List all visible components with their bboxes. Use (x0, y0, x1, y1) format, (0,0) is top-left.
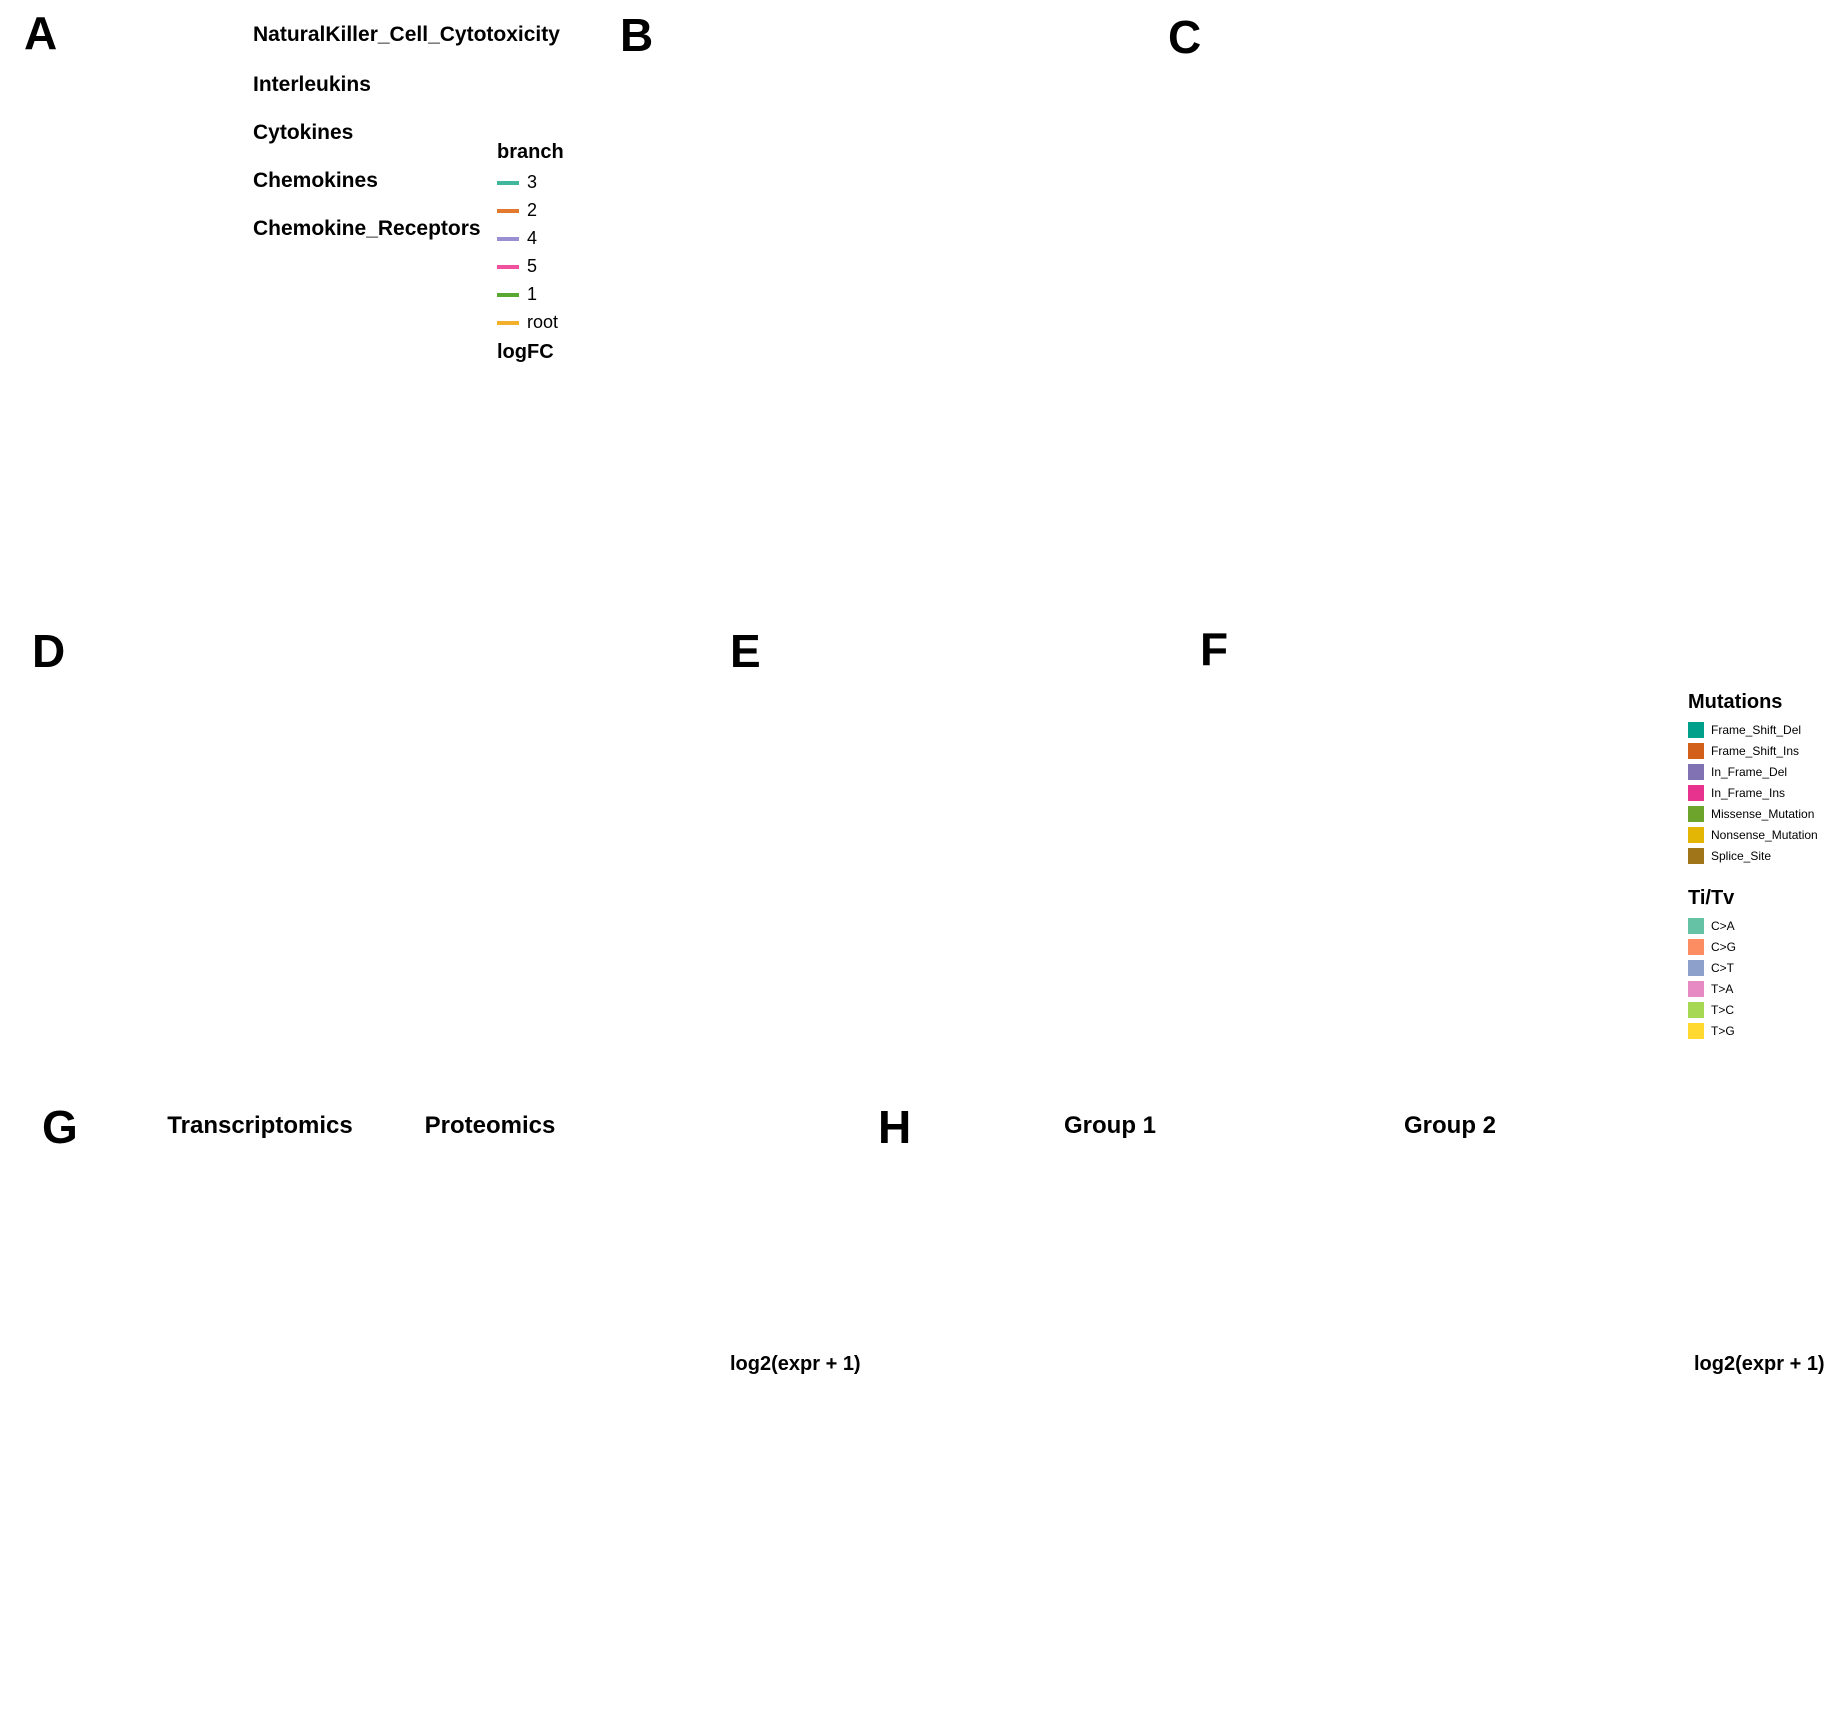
mutation-label: In_Frame_Ins (1711, 786, 1786, 800)
mutation-label: Nonsense_Mutation (1711, 828, 1818, 842)
titv-swatch (1688, 939, 1704, 955)
mutation-label: Frame_Shift_Ins (1711, 744, 1800, 758)
branch-item-label: 4 (527, 228, 538, 248)
branch-swatch (497, 180, 519, 185)
branch-legend-title: branch (497, 141, 564, 163)
mutation-swatch (1688, 722, 1704, 738)
branch-item-label: 2 (527, 200, 538, 220)
mutation-swatch (1688, 806, 1704, 822)
titv-legend-title: Ti/Tv (1688, 887, 1735, 909)
titv-label: T>A (1711, 982, 1734, 996)
titv-label: T>G (1711, 1024, 1735, 1038)
mutation-swatch (1688, 827, 1704, 843)
branch-item-label: 5 (527, 256, 538, 276)
logfc-legend-title: logFC (497, 341, 554, 363)
panel-label-d: D (32, 625, 66, 677)
mutation-swatch (1688, 848, 1704, 864)
mutations-legend: Frame_Shift_Del Frame_Shift_Ins In_Frame… (1688, 722, 1818, 869)
mutation-swatch (1688, 743, 1704, 759)
panel-label-h: H (878, 1101, 912, 1153)
branch-swatch (497, 264, 519, 269)
titv-swatch (1688, 1023, 1704, 1039)
heatmap-title-group1: Group 1 (1063, 1112, 1156, 1139)
branch-item-label: root (527, 312, 559, 332)
mutation-swatch (1688, 785, 1704, 801)
mutation-label: Frame_Shift_Del (1711, 723, 1802, 737)
mutation-label: Splice_Site (1711, 849, 1772, 863)
branch-swatch (497, 208, 519, 213)
mutations-legend-title: Mutations (1688, 691, 1783, 713)
panel-label-a: A (24, 7, 58, 59)
mutation-label: In_Frame_Del (1711, 765, 1788, 779)
heatmap-title-group2: Group 2 (1403, 1112, 1496, 1139)
titv-legend: C>A C>G C>T T>A T>C T>G (1688, 918, 1736, 1044)
panel-label-g: G (42, 1101, 78, 1153)
titv-label: C>T (1711, 961, 1735, 975)
titv-label: C>G (1711, 940, 1737, 954)
branch-item-label: 3 (527, 172, 538, 192)
panel-label-c: C (1168, 11, 1202, 63)
panel-label-b: B (620, 9, 654, 61)
titv-label: C>A (1711, 919, 1735, 933)
gene-set-label: Chemokine_Receptors (253, 217, 481, 240)
titv-swatch (1688, 981, 1704, 997)
branch-swatch (497, 292, 519, 297)
branch-swatch (497, 320, 519, 325)
gene-set-label: Chemokines (253, 169, 378, 192)
panel-label-f: F (1200, 623, 1229, 675)
titv-swatch (1688, 918, 1704, 934)
gene-set-label: Cytokines (253, 121, 354, 144)
heatmap-title-proteomics: Proteomics (424, 1112, 556, 1139)
titv-swatch (1688, 960, 1704, 976)
branch-item-label: 1 (527, 284, 538, 304)
titv-swatch (1688, 1002, 1704, 1018)
titv-label: T>C (1711, 1003, 1735, 1017)
branch-legend: 3 2 4 5 1 root (497, 172, 558, 340)
gene-set-label: Interleukins (253, 73, 371, 96)
branch-swatch (497, 236, 519, 241)
mutation-label: Missense_Mutation (1711, 807, 1815, 821)
panel-label-e: E (730, 625, 761, 677)
heatmap-title-transcriptomics: Transcriptomics (167, 1112, 353, 1139)
h-legend-title: log2(expr + 1) (1694, 1353, 1825, 1375)
g-legend-title: log2(expr + 1) (730, 1353, 861, 1375)
gene-set-label: NaturalKiller_Cell_Cytotoxicity (253, 23, 560, 46)
mutation-swatch (1688, 764, 1704, 780)
